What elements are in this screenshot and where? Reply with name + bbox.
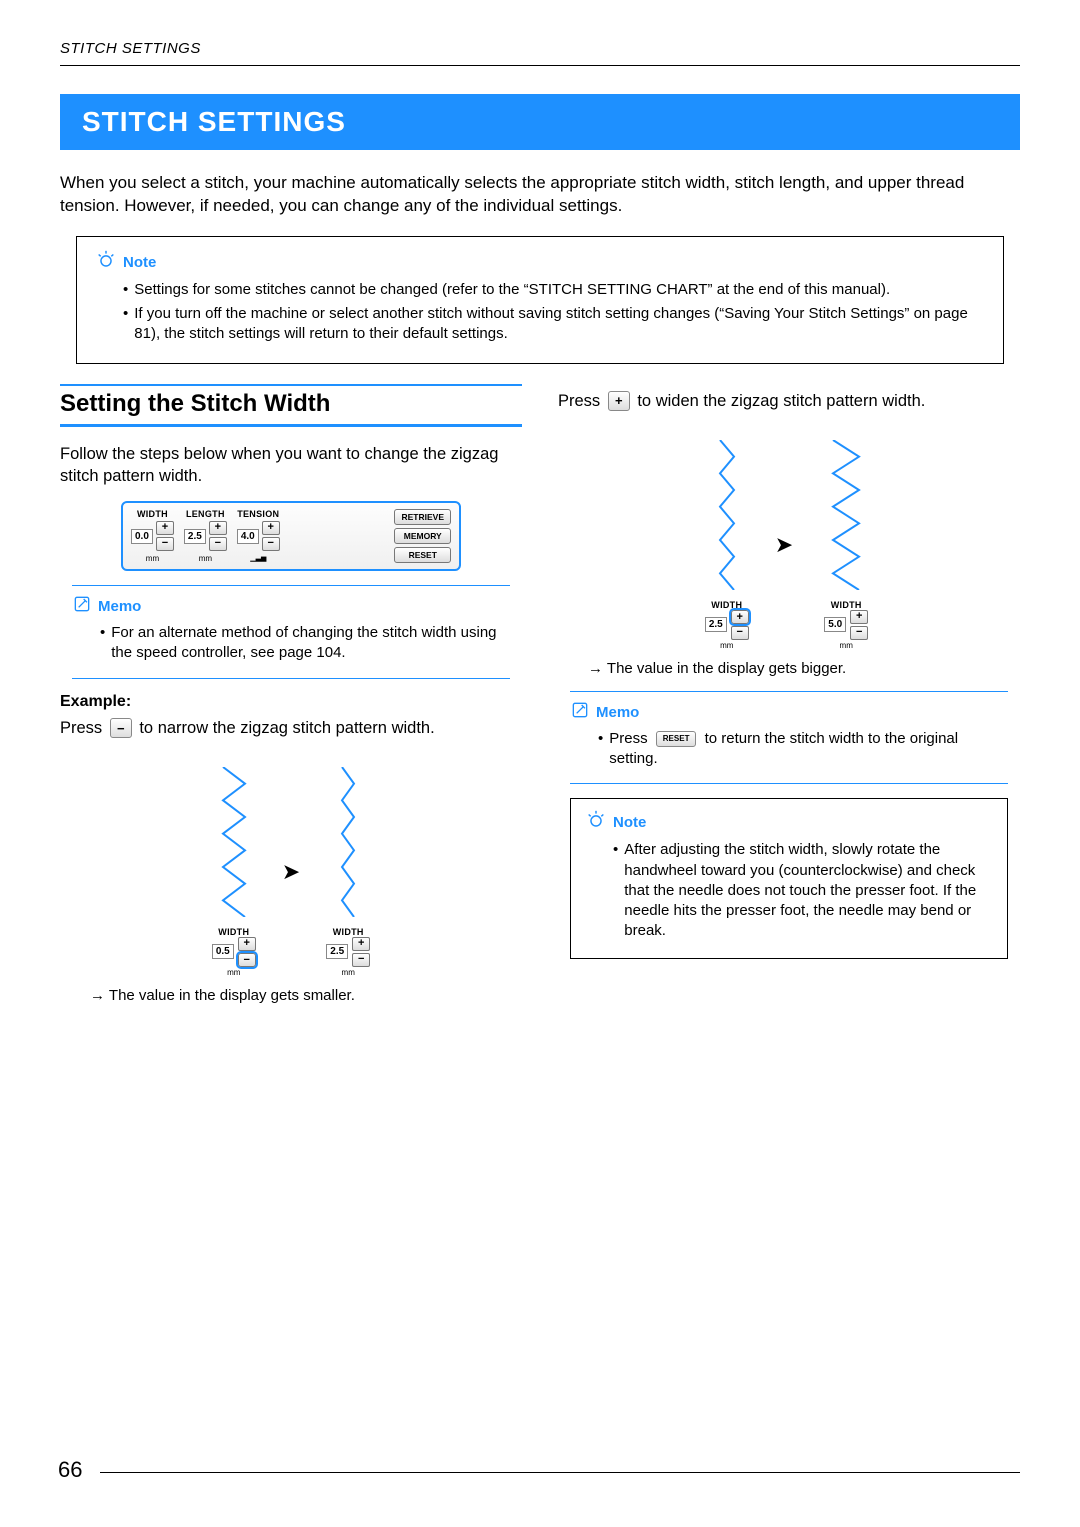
note-body: Settings for some stitches cannot be cha… (123, 280, 985, 345)
reset-button[interactable]: RESET (394, 547, 451, 563)
narrow-instruction: Press − to narrow the zigzag stitch patt… (60, 717, 522, 739)
width-value-small: 2.5 (326, 944, 348, 959)
note-bullet: If you turn off the machine or select an… (134, 304, 985, 345)
width-value-small: 5.0 (824, 617, 846, 632)
page-title: STITCH SETTINGS (60, 94, 1020, 150)
retrieve-button[interactable]: RETRIEVE (394, 509, 451, 525)
width-unit: mm (146, 554, 159, 563)
zigzag-before-narrow (204, 767, 264, 917)
memo-text: For an alternate method of changing the … (111, 623, 510, 664)
intro-text: When you select a stitch, your machine a… (60, 172, 1020, 218)
zigzag-after-narrow (318, 767, 378, 917)
memo-title: Memo (98, 598, 141, 615)
left-column: Setting the Stitch Width Follow the step… (60, 384, 522, 1004)
running-header: STITCH SETTINGS (60, 40, 1020, 57)
length-value: 2.5 (184, 529, 206, 544)
minus-btn-small[interactable]: − (850, 626, 868, 640)
control-panel-diagram: WIDTH 0.0 + − mm LENGTH 2.5 + − (121, 501, 461, 571)
widen-diagram: WIDTH 2.5 + − mm ➤ WIDTH (558, 440, 1020, 650)
section-heading: Setting the Stitch Width (60, 384, 522, 427)
length-plus-button[interactable]: + (209, 521, 227, 535)
minus-btn-small[interactable]: − (731, 626, 749, 640)
example-label: Example: (60, 693, 522, 711)
unit-small: mm (720, 641, 733, 650)
right-column: Press + to widen the zigzag stitch patte… (558, 384, 1020, 1004)
width-minus-button[interactable]: − (156, 537, 174, 551)
arrow-right-icon: ➤ (282, 859, 300, 885)
zigzag-before-widen (697, 440, 757, 590)
plus-btn-small-highlighted[interactable]: + (731, 610, 749, 624)
narrow-result: The value in the display gets smaller. (90, 987, 522, 1004)
narrow-diagram: WIDTH 0.5 + − mm ➤ WIDTH (60, 767, 522, 977)
length-unit: mm (199, 554, 212, 563)
minus-btn-small[interactable]: − (352, 953, 370, 967)
lightbulb-icon (585, 809, 607, 836)
unit-small: mm (840, 641, 853, 650)
plus-btn-small[interactable]: + (238, 937, 256, 951)
note-title: Note (613, 814, 646, 831)
widen-instruction: Press + to widen the zigzag stitch patte… (558, 390, 1020, 412)
minus-button-inline[interactable]: − (110, 718, 132, 738)
plus-button-inline[interactable]: + (608, 391, 630, 411)
footer-rule (100, 1472, 1020, 1473)
width-label: WIDTH (137, 509, 168, 519)
zigzag-after-widen (811, 440, 881, 590)
tension-label: TENSION (237, 509, 279, 519)
header-rule (60, 65, 1020, 66)
width-control-group: WIDTH 0.0 + − mm (131, 509, 174, 563)
widen-result: The value in the display gets bigger. (588, 660, 1020, 677)
width-label-small: WIDTH (333, 927, 364, 937)
width-plus-button[interactable]: + (156, 521, 174, 535)
plus-btn-small[interactable]: + (352, 937, 370, 951)
memo-icon (570, 700, 590, 725)
width-value-small: 2.5 (705, 617, 727, 632)
width-label-small: WIDTH (218, 927, 249, 937)
memo-title: Memo (596, 704, 639, 721)
minus-btn-small-highlighted[interactable]: − (238, 953, 256, 967)
tension-minus-button[interactable]: − (262, 537, 280, 551)
length-label: LENGTH (186, 509, 225, 519)
tension-control-group: TENSION 4.0 + − ▁▃▅ (237, 509, 280, 562)
section-intro: Follow the steps below when you want to … (60, 443, 522, 488)
width-label-small: WIDTH (831, 600, 862, 610)
width-value: 0.0 (131, 529, 153, 544)
width-label-small: WIDTH (711, 600, 742, 610)
reset-button-inline[interactable]: RESET (656, 731, 697, 748)
note-bullet: Settings for some stitches cannot be cha… (134, 280, 890, 300)
tension-plus-button[interactable]: + (262, 521, 280, 535)
memory-button[interactable]: MEMORY (394, 528, 451, 544)
note-box-top: Note Settings for some stitches cannot b… (76, 236, 1004, 364)
memo2-text: Press RESET to return the stitch width t… (598, 729, 1008, 770)
width-value-small: 0.5 (212, 944, 234, 959)
tension-bars: ▁▃▅ (250, 554, 266, 562)
memo-icon (72, 594, 92, 619)
tension-value: 4.0 (237, 529, 259, 544)
memo-block-2: Memo Press RESET to return the stitch wi… (570, 691, 1008, 785)
note-box-bottom: Note After adjusting the stitch width, s… (570, 798, 1008, 958)
note-bottom-text: After adjusting the stitch width, slowly… (624, 840, 993, 941)
note-title: Note (123, 254, 156, 271)
plus-btn-small[interactable]: + (850, 610, 868, 624)
length-minus-button[interactable]: − (209, 537, 227, 551)
memo-block-1: Memo For an alternate method of changing… (72, 585, 510, 679)
lightbulb-icon (95, 249, 117, 276)
length-control-group: LENGTH 2.5 + − mm (184, 509, 227, 563)
unit-small: mm (342, 968, 355, 977)
unit-small: mm (227, 968, 240, 977)
page-number: 66 (58, 1457, 82, 1483)
arrow-right-icon: ➤ (775, 532, 793, 558)
